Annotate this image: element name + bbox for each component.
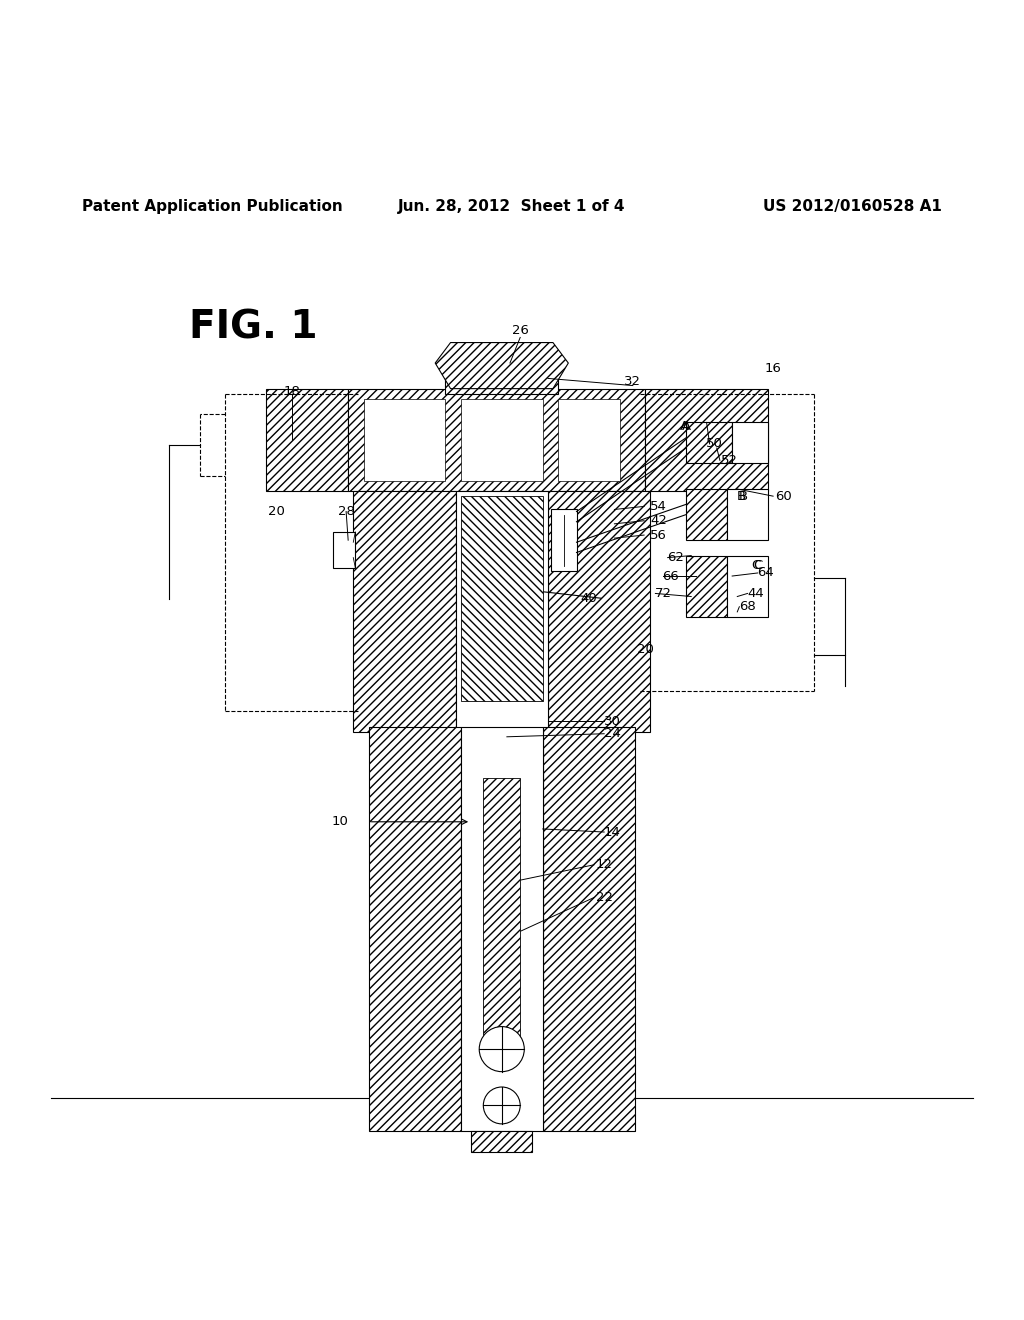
Text: C: C	[753, 560, 763, 573]
Text: 32: 32	[625, 375, 641, 388]
Text: 14: 14	[604, 825, 621, 838]
Text: 16: 16	[765, 362, 781, 375]
Bar	[364, 399, 445, 480]
Bar	[333, 532, 355, 568]
Text: 54: 54	[650, 500, 667, 513]
Text: US 2012/0160528 A1: US 2012/0160528 A1	[763, 199, 942, 214]
Text: 28: 28	[338, 506, 354, 517]
Text: 62: 62	[668, 552, 684, 564]
Circle shape	[483, 1086, 520, 1123]
Text: B: B	[737, 490, 745, 503]
Text: 24: 24	[604, 727, 621, 741]
Text: B: B	[739, 490, 748, 503]
Bar	[732, 422, 768, 463]
Bar	[445, 368, 558, 393]
Text: Jun. 28, 2012  Sheet 1 of 4: Jun. 28, 2012 Sheet 1 of 4	[398, 199, 626, 214]
Bar	[471, 1131, 532, 1151]
Bar	[686, 488, 727, 540]
Text: 20: 20	[637, 643, 653, 656]
Text: A: A	[680, 420, 688, 433]
Bar	[551, 510, 577, 572]
Bar	[348, 388, 645, 491]
Bar	[686, 422, 732, 463]
Bar	[369, 726, 461, 1131]
Text: 64: 64	[758, 566, 774, 579]
Bar	[483, 777, 520, 1049]
Text: 26: 26	[512, 323, 528, 337]
Text: A: A	[682, 420, 690, 433]
Polygon shape	[435, 343, 568, 388]
Text: 68: 68	[739, 601, 756, 614]
Text: 66: 66	[663, 569, 679, 582]
Bar	[727, 556, 768, 616]
Text: 44: 44	[748, 587, 764, 599]
Bar	[548, 491, 650, 731]
Text: C: C	[751, 560, 761, 573]
Bar	[353, 491, 456, 731]
Bar	[686, 556, 727, 616]
Text: 40: 40	[581, 593, 597, 605]
Text: 56: 56	[650, 528, 667, 541]
Text: Patent Application Publication: Patent Application Publication	[82, 199, 343, 214]
Bar	[461, 399, 543, 480]
Bar	[543, 726, 635, 1131]
Bar	[645, 388, 768, 491]
Bar	[456, 491, 548, 731]
Bar	[461, 496, 543, 701]
Text: 12: 12	[596, 858, 612, 871]
Text: 22: 22	[596, 891, 612, 904]
Text: 50: 50	[707, 437, 723, 450]
Bar	[558, 399, 620, 480]
Circle shape	[479, 1027, 524, 1072]
Bar	[727, 488, 768, 540]
Text: 42: 42	[650, 515, 667, 527]
Text: 72: 72	[655, 587, 672, 599]
Text: 10: 10	[332, 816, 348, 828]
Bar	[461, 726, 543, 1131]
Text: 60: 60	[775, 490, 792, 503]
Bar	[266, 388, 348, 491]
Text: FIG. 1: FIG. 1	[189, 308, 317, 346]
Text: 52: 52	[721, 454, 737, 467]
Text: 18: 18	[284, 385, 300, 399]
Text: 30: 30	[604, 715, 621, 727]
Text: 20: 20	[268, 506, 285, 517]
